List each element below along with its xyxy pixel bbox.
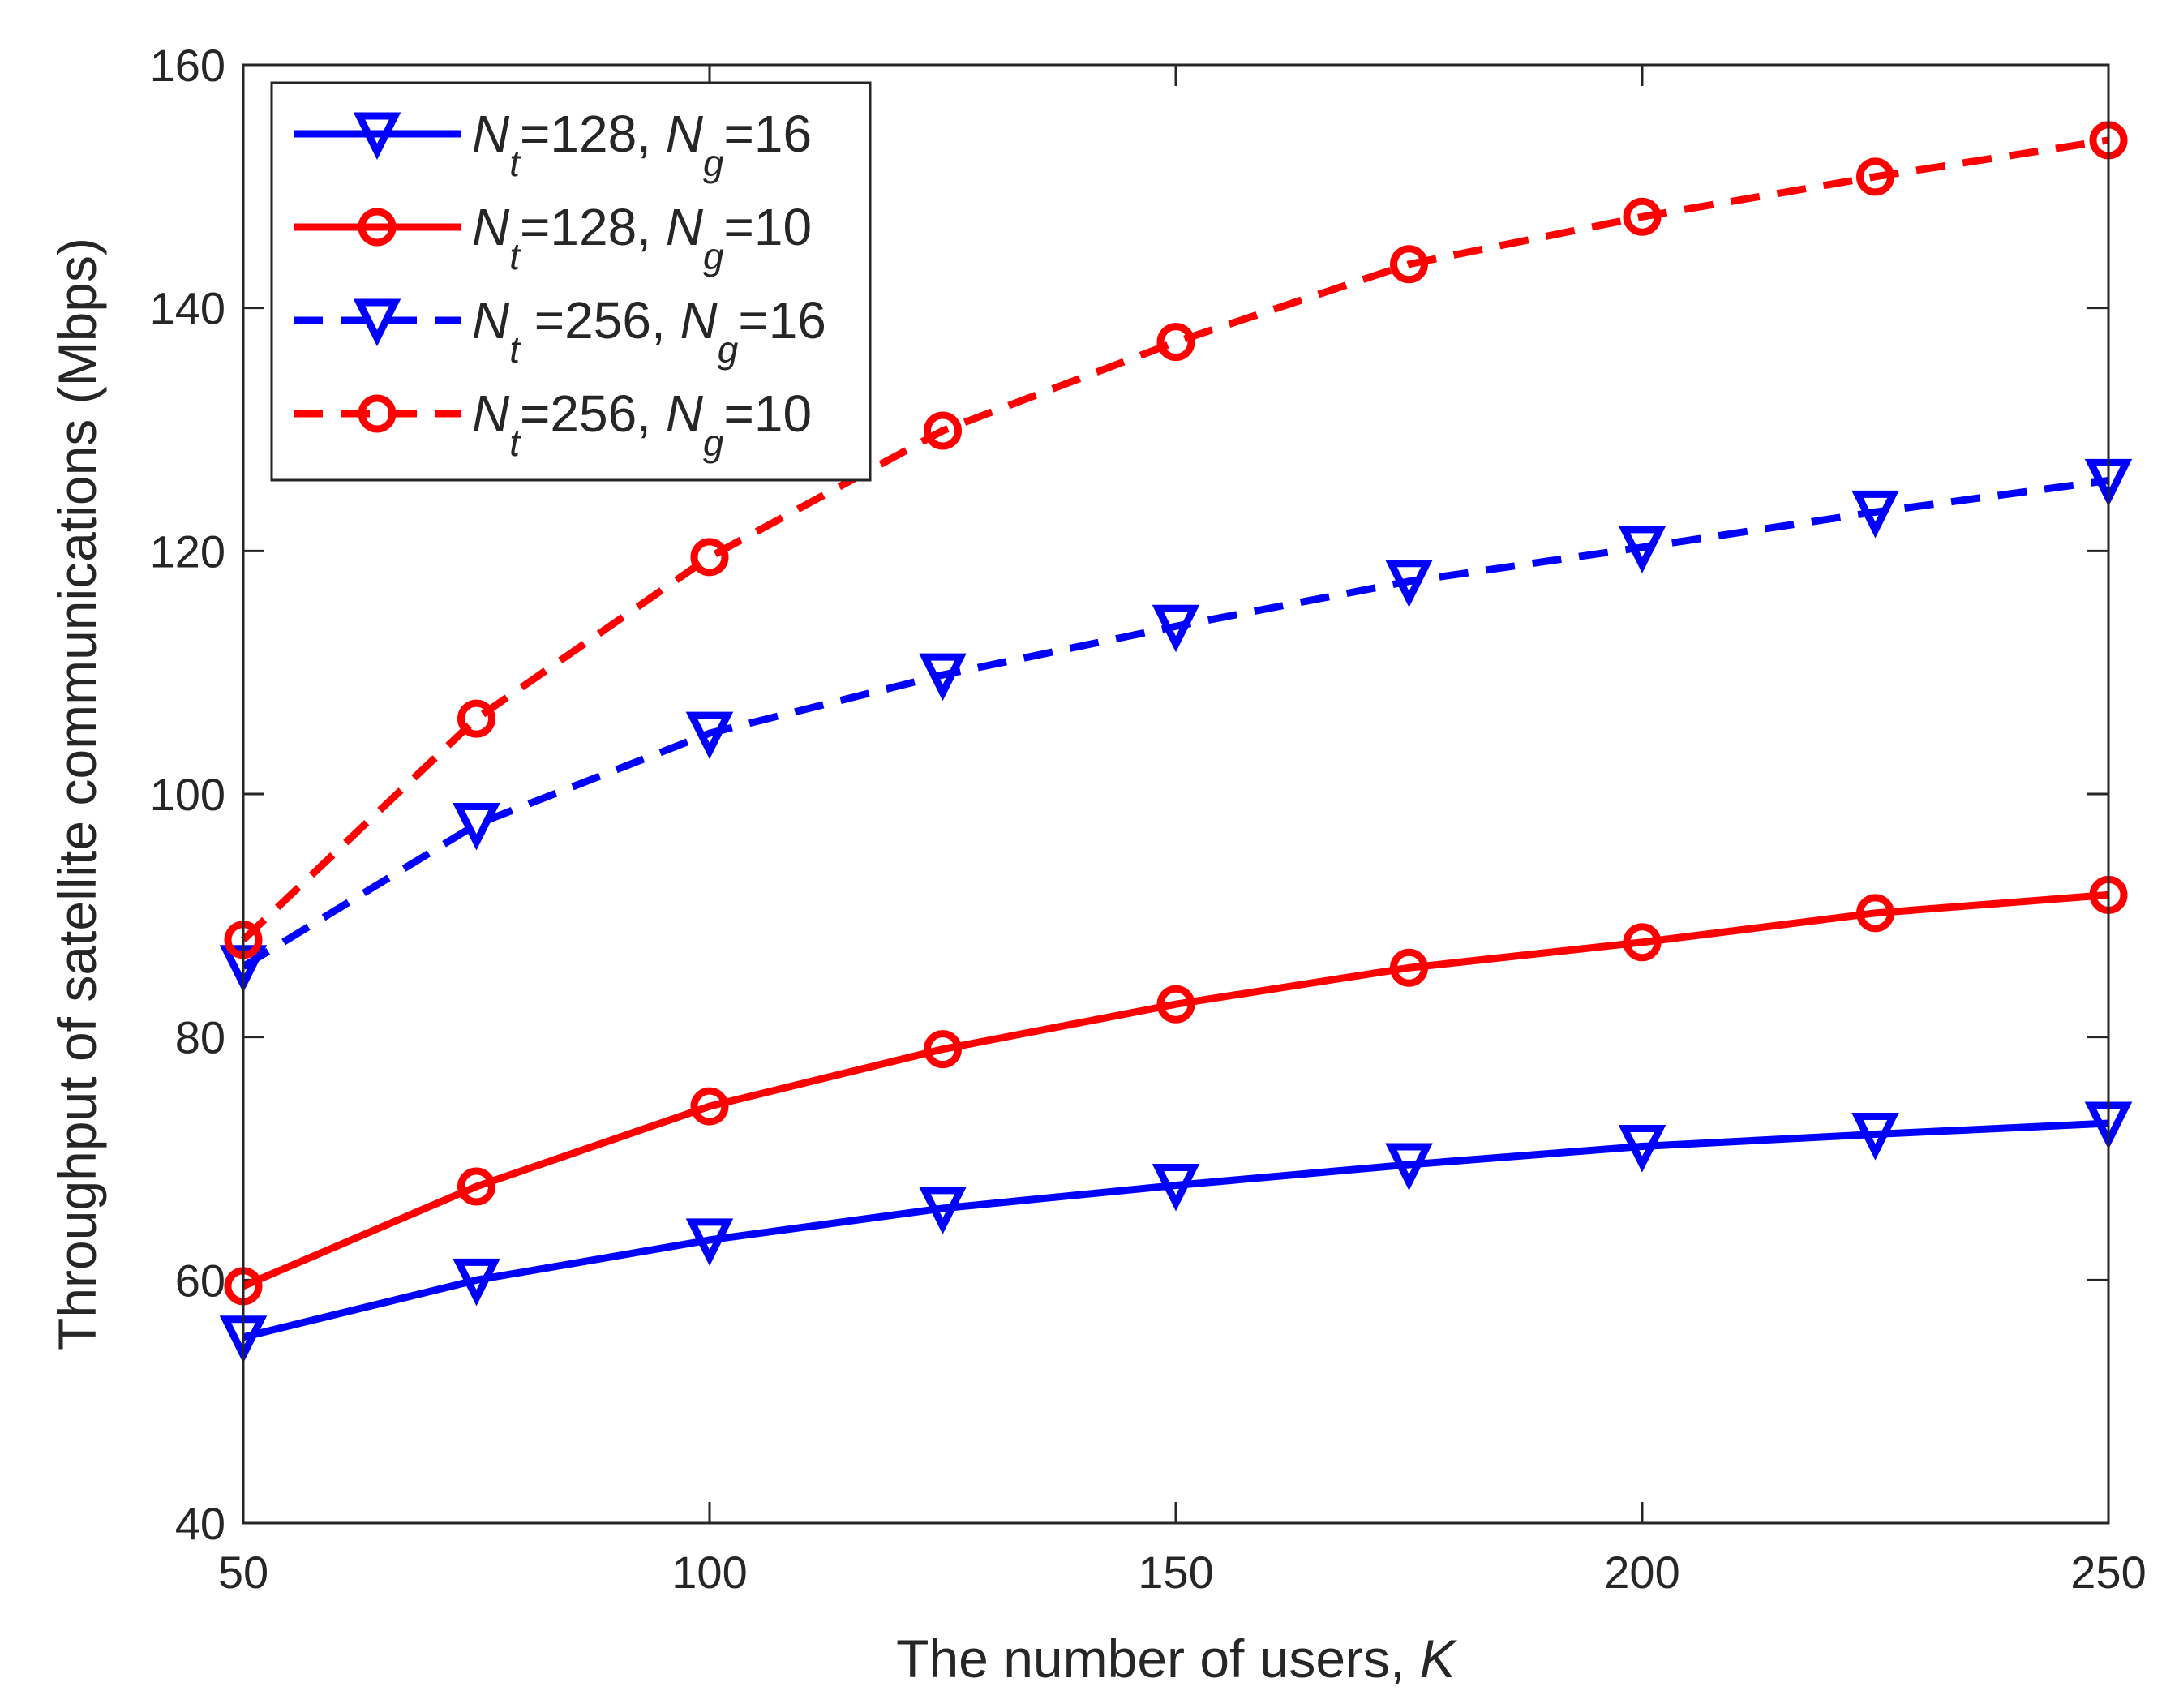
legend-box — [270, 81, 872, 482]
data-point — [1152, 604, 1200, 653]
legend-label-part: =128, — [520, 198, 666, 256]
legend-label-part: N — [472, 105, 510, 163]
series-line — [242, 1119, 2109, 1341]
legend-label-part: N — [666, 198, 704, 256]
legend-label-part: =10 — [724, 384, 813, 443]
legend-label-part: N — [472, 291, 510, 350]
legend-label-part: =16 — [738, 291, 826, 350]
data-point — [685, 711, 734, 760]
data-point — [1156, 985, 1195, 1024]
legend-label-part: t — [509, 328, 521, 371]
x-axis-title: The number of users, K — [896, 1629, 1458, 1689]
x-axis-title-var: K — [1420, 1629, 1458, 1689]
x-tick-label: 200 — [1604, 1547, 1679, 1598]
legend-label-part: N — [680, 291, 718, 350]
legend-label-part: t — [509, 422, 521, 464]
series-line — [240, 136, 2109, 943]
data-point — [690, 538, 729, 577]
legend-entry-3: Nt =256, Ng=16 — [294, 291, 826, 371]
data-point — [1390, 245, 1428, 284]
data-point — [1623, 923, 1662, 962]
x-tick-label: 150 — [1138, 1547, 1213, 1598]
legend-label: Nt =256, Ng=16 — [472, 291, 826, 371]
data-point — [924, 411, 962, 450]
legend-label: Nt=128, Ng=10 — [472, 198, 812, 277]
legend-label-part: =256, — [520, 291, 680, 350]
data-point — [685, 1218, 734, 1266]
data-point — [1385, 560, 1433, 607]
data-point — [1156, 323, 1195, 362]
series-3 — [219, 458, 2133, 993]
data-point — [1856, 157, 1894, 196]
legend-label: Nt=256, Ng=10 — [472, 384, 812, 464]
legend-marker — [353, 298, 401, 347]
data-point — [919, 1187, 967, 1234]
data-point — [1851, 490, 1899, 539]
y-tick-label: 100 — [150, 769, 225, 820]
legend-label-part: g — [703, 235, 724, 277]
legend-label-part: =10 — [724, 198, 813, 256]
legend-marker — [353, 112, 401, 161]
x-axis-title-prefix: The number of users, — [896, 1629, 1420, 1689]
series-line — [241, 476, 2109, 970]
legend-label-part: t — [509, 235, 521, 277]
data-point — [1623, 197, 1662, 236]
y-tick-label: 80 — [175, 1012, 225, 1063]
data-point — [1390, 948, 1428, 987]
legend-marker — [358, 394, 397, 433]
data-point — [1618, 1125, 1666, 1173]
legend-label-part: =256, — [520, 384, 666, 443]
legend-label-part: N — [472, 384, 510, 443]
legend-entry-1: Nt=128, Ng=16 — [294, 105, 812, 184]
y-axis-title: Throughput of satellite communications (… — [47, 238, 107, 1350]
data-point — [1856, 894, 1894, 933]
tick-labels: 50 100 150 200 250 40 60 80 100 120 140 160 — [150, 40, 2147, 1598]
legend-entry-2: Nt=128, Ng=10 — [294, 198, 812, 277]
data-point — [690, 1087, 729, 1126]
legend-label-part: N — [472, 198, 510, 256]
data-point — [1618, 526, 1666, 573]
x-tick-label: 250 — [2070, 1547, 2146, 1598]
data-point — [1152, 1163, 1200, 1212]
legend-label-part: g — [703, 142, 724, 184]
legend-label-part: g — [718, 328, 739, 371]
legend-label-part: N — [666, 384, 704, 443]
x-tick-label: 100 — [671, 1547, 747, 1598]
data-point — [457, 1167, 495, 1206]
data-point — [1385, 1143, 1433, 1191]
legend-label-part: g — [703, 422, 724, 464]
y-tick-label: 160 — [150, 40, 225, 91]
data-point — [457, 699, 495, 738]
x-tick-label: 50 — [218, 1547, 268, 1598]
plot-frame — [242, 63, 2110, 1525]
y-tick-label: 120 — [150, 526, 225, 577]
legend-label-part: t — [509, 142, 521, 184]
legend-label-part: N — [666, 105, 704, 163]
legend-marker — [358, 208, 397, 247]
data-point — [919, 653, 967, 702]
y-tick-label: 140 — [150, 283, 225, 334]
y-tick-label: 40 — [175, 1498, 225, 1549]
legend-label-part: =16 — [724, 105, 813, 163]
series-line — [242, 890, 2109, 1290]
data-point — [453, 802, 500, 851]
legend-entry-4: Nt=256, Ng=10 — [294, 384, 812, 464]
data-point — [1851, 1113, 1899, 1161]
legend-label: Nt=128, Ng=16 — [472, 105, 812, 184]
series-1 — [219, 1101, 2133, 1363]
data-point — [453, 1258, 500, 1307]
data-point — [924, 1030, 962, 1069]
y-tick-label: 60 — [175, 1255, 225, 1306]
legend-label-part: =128, — [520, 105, 666, 163]
